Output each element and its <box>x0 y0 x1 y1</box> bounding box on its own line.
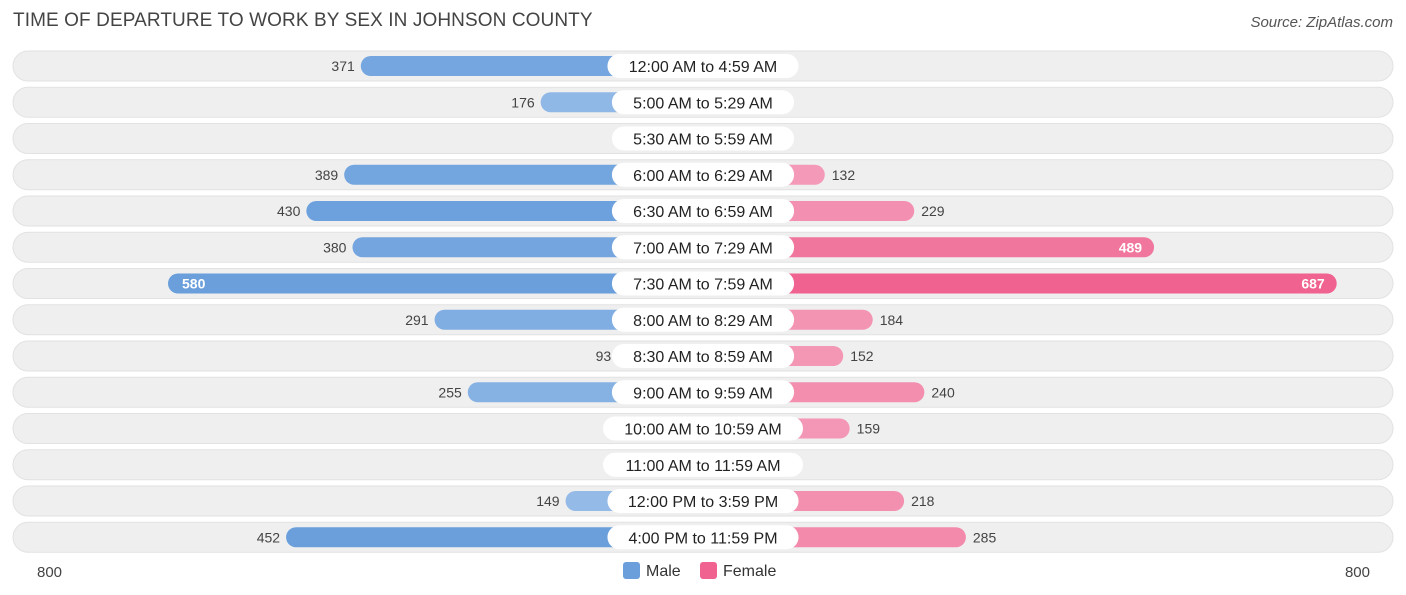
category-pill <box>611 271 795 296</box>
legend: Male Female <box>623 562 776 580</box>
category-label: 6:30 AM to 6:59 AM <box>633 204 773 221</box>
chart-row: 380 489 7:00 AM to 7:29 AM <box>12 231 1394 263</box>
category-label: 6:00 AM to 6:29 AM <box>633 168 773 185</box>
category-label: 12:00 AM to 4:59 AM <box>629 59 778 76</box>
chart-row: 255 240 9:00 AM to 9:59 AM <box>12 376 1394 408</box>
category-pill <box>611 90 795 115</box>
female-bar <box>703 273 1337 294</box>
chart-row: 6415910:00 AM to 10:59 AM <box>12 413 1394 444</box>
category-pill <box>607 525 799 550</box>
male-bar <box>168 273 703 294</box>
category-pill <box>611 380 795 405</box>
chart-row: 389 132 6:00 AM to 6:29 AM <box>12 159 1394 191</box>
female-value-label: 687 <box>1301 276 1325 292</box>
category-label: 11:00 AM to 11:59 AM <box>625 458 780 475</box>
legend-male-label: Male <box>646 563 681 580</box>
female-value-label: 184 <box>880 312 904 328</box>
male-value-label: 452 <box>257 529 281 545</box>
chart-row: 452 285 4:00 PM to 11:59 PM <box>12 521 1394 553</box>
chart-row: 5795:30 AM to 5:59 AM <box>12 123 1394 154</box>
male-value-label: 380 <box>323 239 347 255</box>
legend-male-swatch <box>623 562 640 579</box>
female-value-label: 152 <box>850 348 874 364</box>
male-value-label: 291 <box>405 312 429 328</box>
male-value-label: 93 <box>596 348 612 364</box>
chart-title: TIME OF DEPARTURE TO WORK BY SEX IN JOHN… <box>13 10 593 31</box>
male-value-label: 255 <box>438 384 462 400</box>
chart-row: 149 218 12:00 PM to 3:59 PM <box>12 485 1394 517</box>
female-value-label: 159 <box>857 421 881 437</box>
female-value-label: 218 <box>911 493 935 509</box>
category-label: 10:00 AM to 10:59 AM <box>624 422 781 439</box>
chart-row: 93 152 8:30 AM to 8:59 AM <box>12 340 1394 372</box>
category-pill <box>611 162 795 187</box>
category-pill <box>603 416 803 441</box>
category-pill <box>611 307 795 332</box>
legend-female-swatch <box>700 562 717 579</box>
chart-row: 291 184 8:00 AM to 8:29 AM <box>12 304 1394 336</box>
category-pill <box>603 452 803 477</box>
category-pill <box>607 54 799 78</box>
male-value-label: 580 <box>182 276 206 292</box>
male-value-label: 430 <box>277 203 301 219</box>
axis-right-label: 800 <box>1345 564 1370 581</box>
male-value-label: 176 <box>511 94 535 110</box>
category-pill <box>611 199 795 223</box>
male-value-label: 149 <box>536 493 560 509</box>
category-label: 7:30 AM to 7:59 AM <box>633 277 773 294</box>
category-pill <box>611 344 795 368</box>
male-value-label: 389 <box>315 167 339 183</box>
chart-row: 580 687 7:30 AM to 7:59 AM <box>12 268 1394 299</box>
category-label: 5:30 AM to 5:59 AM <box>633 132 773 149</box>
category-label: 9:00 AM to 9:59 AM <box>633 385 773 402</box>
chart-row: 384911:00 AM to 11:59 AM <box>12 449 1394 481</box>
category-label: 8:00 AM to 8:29 AM <box>633 313 773 330</box>
axis-left-label: 800 <box>37 564 62 581</box>
category-label: 4:00 PM to 11:59 PM <box>628 530 777 547</box>
legend-female-label: Female <box>723 563 776 580</box>
chart-row: 176495:00 AM to 5:29 AM <box>12 86 1394 118</box>
category-label: 8:30 AM to 8:59 AM <box>633 349 773 366</box>
female-value-label: 229 <box>921 203 945 219</box>
chart-row: 3716512:00 AM to 4:59 AM <box>12 50 1394 82</box>
female-bar <box>703 237 1155 258</box>
chart-row: 430 229 6:30 AM to 6:59 AM <box>12 195 1394 227</box>
female-value-label: 240 <box>931 384 955 400</box>
category-label: 7:00 AM to 7:29 AM <box>633 240 773 257</box>
male-value-label: 371 <box>331 58 355 74</box>
source-label: Source: ZipAtlas.com <box>1250 14 1393 31</box>
category-pill <box>607 489 799 513</box>
male-bar <box>306 201 703 221</box>
female-value-label: 132 <box>832 167 856 183</box>
male-bar <box>286 527 703 548</box>
female-value-label: 285 <box>973 529 997 545</box>
category-label: 12:00 PM to 3:59 PM <box>628 494 778 511</box>
category-pill <box>611 235 795 260</box>
category-pill <box>611 126 795 151</box>
female-value-label: 489 <box>1119 239 1143 255</box>
chart-rows: 3716512:00 AM to 4:59 AM 176495:00 AM to … <box>12 50 1394 553</box>
category-label: 5:00 AM to 5:29 AM <box>633 95 773 112</box>
